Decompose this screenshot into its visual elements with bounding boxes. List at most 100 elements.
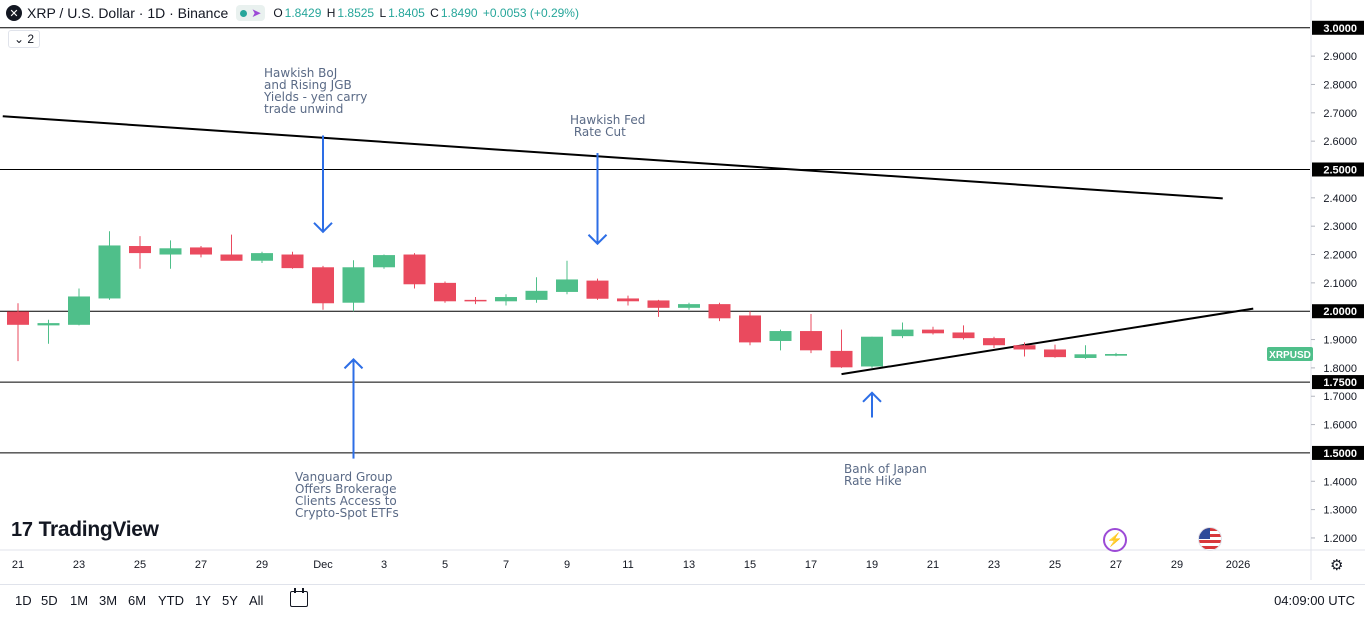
time-axis-label: 5 xyxy=(442,559,448,571)
price-axis-label: 2.3000 xyxy=(1323,221,1357,233)
candle-body xyxy=(220,254,243,261)
candle-body xyxy=(952,332,975,339)
high-label: H xyxy=(326,6,336,20)
ohlc-values: O 1.8429 H 1.8525 L 1.8405 C 1.8490 +0.0053 … xyxy=(273,6,581,20)
arrow-head xyxy=(343,357,364,370)
range-5y[interactable]: 5Y xyxy=(222,593,238,608)
candle-body xyxy=(861,336,883,367)
time-axis-label: 23 xyxy=(988,559,1000,571)
low-value: 1.8405 xyxy=(388,6,425,20)
time-axis-label: 23 xyxy=(73,559,85,571)
price-axis-label: 2.6000 xyxy=(1323,136,1357,148)
candle-body xyxy=(68,296,90,325)
candle-body xyxy=(251,253,273,261)
price-axis-label: 1.4000 xyxy=(1323,476,1357,488)
time-axis-label: 21 xyxy=(12,559,24,571)
gear-icon[interactable]: ⚙ xyxy=(1330,557,1344,574)
price-axis-label: 1.7000 xyxy=(1323,391,1357,403)
time-axis-label: 27 xyxy=(1110,559,1122,571)
price-label-box xyxy=(1312,445,1364,460)
time-axis-label: 29 xyxy=(1171,559,1183,571)
time-axis-label: 29 xyxy=(256,559,268,571)
range-1y[interactable]: 1Y xyxy=(195,593,211,608)
time-axis-label: Dec xyxy=(313,559,333,571)
annotation-line: Crypto-Spot ETFs xyxy=(295,506,399,520)
close-value: 1.8490 xyxy=(440,6,478,20)
candle-body xyxy=(983,338,1005,346)
range-5d[interactable]: 5D xyxy=(41,593,58,608)
candle-body xyxy=(403,254,426,285)
us-flag-icon[interactable] xyxy=(1198,527,1222,551)
candle-body xyxy=(312,267,334,304)
close-label: C xyxy=(430,6,439,20)
annotation-text[interactable]: Hawkish BoJ and Rising JGB Yields - yen ca… xyxy=(263,66,367,116)
annotation-line: and Rising JGB xyxy=(264,78,352,92)
time-axis-label: 25 xyxy=(134,559,146,571)
range-3m[interactable]: 3M xyxy=(99,593,118,608)
brand-name: TradingView xyxy=(38,518,159,541)
range-all[interactable]: All xyxy=(249,593,264,608)
candle-body xyxy=(922,329,944,334)
candle-body xyxy=(1074,354,1097,358)
candle-body xyxy=(129,246,151,254)
x-circle-icon[interactable]: ✕ xyxy=(6,5,22,21)
candle-body xyxy=(495,297,517,302)
candle-body xyxy=(342,267,365,303)
time-axis-label: 21 xyxy=(927,559,939,571)
price-axis-label: 2.9000 xyxy=(1323,51,1357,63)
range-1m[interactable]: 1M xyxy=(70,593,89,608)
annotation-text[interactable]: Bank of Japan Rate Hike xyxy=(844,462,927,488)
annotation-line: Hawkish Fed xyxy=(570,113,645,127)
time-axis-label: 13 xyxy=(683,559,695,571)
candle-body xyxy=(617,298,639,302)
price-axis-label: 2.1000 xyxy=(1323,278,1357,290)
low-label: L xyxy=(379,6,387,20)
price-axis-label: 2.7000 xyxy=(1323,108,1357,120)
calendar-icon[interactable] xyxy=(290,588,308,607)
candle-body xyxy=(1044,349,1066,358)
flash-event-icon[interactable]: ⚡ xyxy=(1103,528,1127,552)
candle-body xyxy=(800,331,822,351)
candle-body xyxy=(1013,345,1036,350)
tradingview-logo[interactable]: 17 TradingView xyxy=(11,518,159,542)
trend-line[interactable] xyxy=(2,115,1223,200)
open-value: 1.8429 xyxy=(284,6,322,20)
indicator-count: 2 xyxy=(27,32,35,46)
candle-body xyxy=(891,329,914,337)
price-axis-label: 1.2000 xyxy=(1323,533,1357,545)
range-6m[interactable]: 6M xyxy=(128,593,147,608)
candle-body xyxy=(708,304,731,319)
annotation-line: Bank of Japan xyxy=(844,462,927,476)
symbol-title[interactable]: XRP / U.S. Dollar · 1D · Binance xyxy=(27,5,229,21)
price-axis-label: 2.0000 xyxy=(1323,306,1357,318)
arrow-head xyxy=(862,391,882,403)
candle-body xyxy=(37,323,60,326)
candle-body xyxy=(434,282,456,302)
time-axis-label: 9 xyxy=(564,559,570,571)
arrow-head xyxy=(313,222,333,234)
annotation-text[interactable]: Hawkish Fed Rate Cut xyxy=(570,113,645,139)
price-label-box xyxy=(1312,20,1364,35)
annotation-text[interactable]: Vanguard Group Offers Brokerage Clients Ac… xyxy=(295,470,399,520)
price-axis-label: 3.0000 xyxy=(1323,23,1357,35)
annotation-line: Clients Access to xyxy=(295,494,397,508)
price-axis-label: 1.5000 xyxy=(1323,448,1357,460)
price-axis-label: 1.3000 xyxy=(1323,505,1357,517)
symbol-price-tag xyxy=(1267,347,1313,362)
high-value: 1.8525 xyxy=(337,6,375,20)
status-dot xyxy=(240,9,248,17)
time-axis-label: 17 xyxy=(805,559,817,571)
indicator-pill[interactable]: ➤ xyxy=(236,5,266,21)
trend-line[interactable] xyxy=(841,307,1254,376)
price-label-box xyxy=(1312,375,1364,390)
utc-clock[interactable]: 04:09:00 UTC xyxy=(1274,593,1355,608)
range-ytd[interactable]: YTD xyxy=(158,593,184,608)
candle-body xyxy=(769,331,792,341)
price-axis-label: 2.5000 xyxy=(1323,164,1357,176)
time-axis-label: 11 xyxy=(622,559,633,571)
indicators-toggle[interactable]: ⌄ 2 xyxy=(8,30,41,48)
tv-logo-icon: 17 xyxy=(11,518,33,541)
time-axis-label: 19 xyxy=(866,559,878,571)
range-1d[interactable]: 1D xyxy=(15,593,32,608)
